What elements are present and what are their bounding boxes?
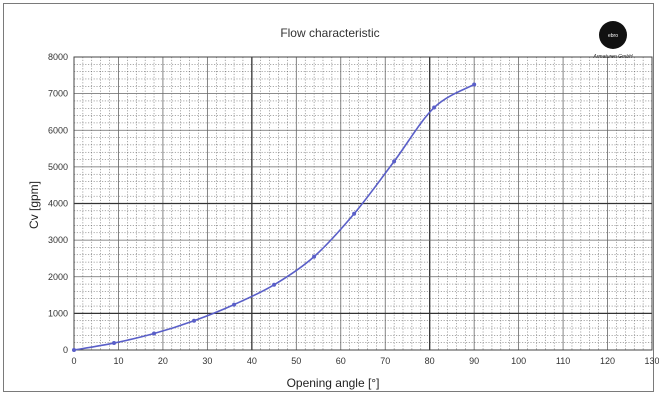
company-logo: ebro Armaturen GmbH xyxy=(592,21,633,60)
grid xyxy=(74,57,652,350)
x-tick-label: 70 xyxy=(380,356,390,366)
data-point xyxy=(192,318,197,323)
data-point xyxy=(352,211,357,216)
logo-subtitle: Armaturen GmbH xyxy=(592,54,633,60)
y-tick-label: 1000 xyxy=(48,308,68,318)
y-tick-label: 6000 xyxy=(48,125,68,135)
x-tick-label: 60 xyxy=(336,356,346,366)
x-tick-label: 100 xyxy=(511,356,526,366)
y-tick-label: 3000 xyxy=(48,235,68,245)
series xyxy=(72,82,477,352)
data-point xyxy=(72,348,76,352)
x-tick-label: 80 xyxy=(425,356,435,366)
y-tick-label: 2000 xyxy=(48,272,68,282)
plot-border xyxy=(73,56,653,351)
data-point xyxy=(152,331,157,336)
data-point xyxy=(472,82,477,87)
y-tick-label: 7000 xyxy=(48,89,68,99)
x-tick-label: 20 xyxy=(158,356,168,366)
x-tick-label: 0 xyxy=(71,356,76,366)
chart-title: Flow characteristic xyxy=(280,26,379,40)
x-tick-label: 10 xyxy=(113,356,123,366)
x-axis-label: Opening angle [°] xyxy=(287,376,380,390)
data-point xyxy=(392,159,397,164)
y-tick-labels: 0 1000 2000 3000 4000 5000 6000 7000 8000 xyxy=(48,52,68,355)
x-tick-label: 50 xyxy=(291,356,301,366)
y-tick-label: 0 xyxy=(63,345,68,355)
data-point xyxy=(312,254,317,259)
data-point xyxy=(272,282,277,287)
axes xyxy=(73,56,653,351)
logo-text: ebro xyxy=(608,33,618,39)
y-tick-label: 5000 xyxy=(48,162,68,172)
x-tick-label: 110 xyxy=(556,356,570,366)
x-tick-label: 130 xyxy=(644,356,659,366)
data-point xyxy=(112,341,117,346)
data-point xyxy=(432,105,437,110)
x-tick-label: 30 xyxy=(202,356,212,366)
x-tick-labels: 0 10 20 30 40 50 60 70 80 90 100 110 120 130 xyxy=(71,356,659,366)
y-axis-label: Cv [gpm] xyxy=(27,181,41,229)
y-tick-label: 4000 xyxy=(48,199,68,209)
series-line xyxy=(73,83,475,351)
x-tick-label: 90 xyxy=(469,356,479,366)
x-tick-label: 120 xyxy=(600,356,615,366)
data-point xyxy=(232,302,237,307)
y-tick-label: 8000 xyxy=(48,52,68,62)
x-tick-label: 40 xyxy=(247,356,257,366)
logo-badge-icon xyxy=(599,21,627,49)
